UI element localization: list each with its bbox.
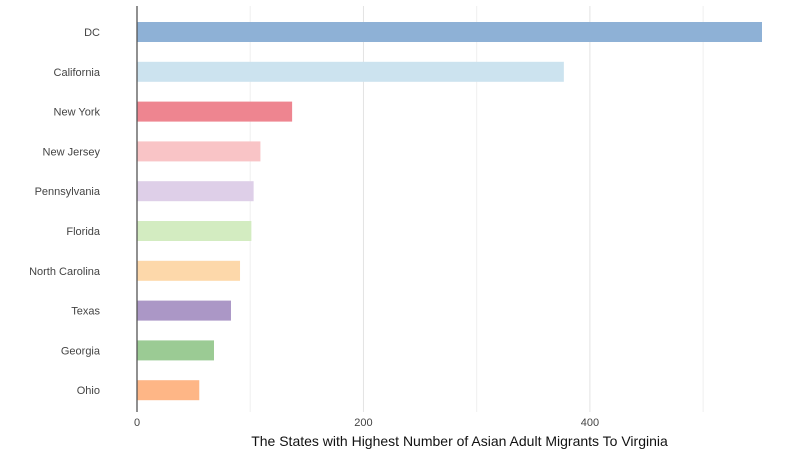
y-tick-label-texas: Texas <box>71 306 100 318</box>
y-tick-label-new-jersey: New Jersey <box>43 146 101 158</box>
bar-north-carolina <box>137 260 241 281</box>
x-tick-label-400: 400 <box>581 417 599 429</box>
y-tick-label-georgia: Georgia <box>61 345 101 357</box>
bars <box>137 22 762 401</box>
bar-california <box>137 61 564 82</box>
bar-georgia <box>137 340 214 361</box>
bar-new-york <box>137 101 293 122</box>
y-tick-label-florida: Florida <box>66 226 101 238</box>
y-tick-label-pennsylvania: Pennsylvania <box>35 186 101 198</box>
y-tick-label-new-york: New York <box>54 107 101 119</box>
y-tick-label-dc: DC <box>84 27 100 39</box>
y-tick-label-ohio: Ohio <box>77 385 100 397</box>
x-tick-label-200: 200 <box>354 417 372 429</box>
bar-florida <box>137 221 252 241</box>
y-tick-label-north-carolina: North Carolina <box>29 266 101 278</box>
bar-new-jersey <box>137 141 261 162</box>
bar-ohio <box>137 380 200 401</box>
y-tick-label-california: California <box>54 67 101 79</box>
y-axis-labels: DC California New York New Jersey Pennsylvan… <box>29 27 101 397</box>
bar-pennsylvania <box>137 181 254 202</box>
x-axis-title: The States with Highest Number of Asian … <box>251 433 668 449</box>
x-tick-label-0: 0 <box>134 417 140 429</box>
x-axis-ticks: 0 200 400 <box>134 417 599 429</box>
bar-texas <box>137 300 231 321</box>
bar-dc <box>137 22 762 42</box>
